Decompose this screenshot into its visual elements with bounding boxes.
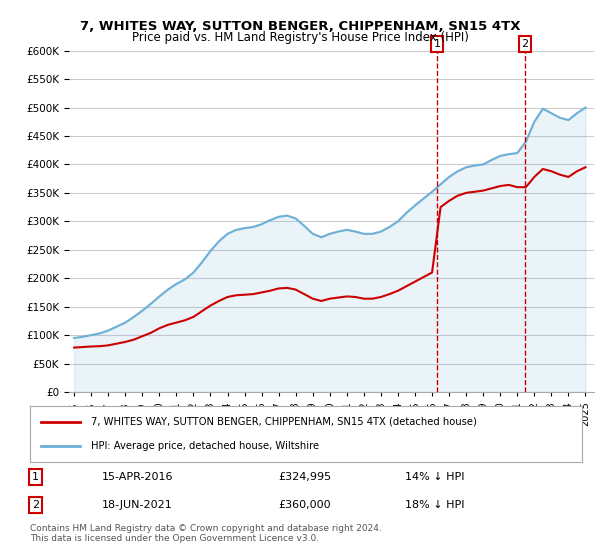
Text: 14% ↓ HPI: 14% ↓ HPI [406, 472, 465, 482]
Text: 7, WHITES WAY, SUTTON BENGER, CHIPPENHAM, SN15 4TX: 7, WHITES WAY, SUTTON BENGER, CHIPPENHAM… [80, 20, 520, 32]
Text: 1: 1 [32, 472, 39, 482]
Text: 1: 1 [434, 39, 440, 49]
Text: 18% ↓ HPI: 18% ↓ HPI [406, 500, 465, 510]
Text: Price paid vs. HM Land Registry's House Price Index (HPI): Price paid vs. HM Land Registry's House … [131, 31, 469, 44]
Text: £360,000: £360,000 [278, 500, 331, 510]
Text: 7, WHITES WAY, SUTTON BENGER, CHIPPENHAM, SN15 4TX (detached house): 7, WHITES WAY, SUTTON BENGER, CHIPPENHAM… [91, 417, 476, 427]
Text: HPI: Average price, detached house, Wiltshire: HPI: Average price, detached house, Wilt… [91, 441, 319, 451]
Text: £324,995: £324,995 [278, 472, 332, 482]
Text: 15-APR-2016: 15-APR-2016 [102, 472, 173, 482]
Text: 2: 2 [521, 39, 529, 49]
Text: 2: 2 [32, 500, 39, 510]
Text: 18-JUN-2021: 18-JUN-2021 [102, 500, 173, 510]
Text: Contains HM Land Registry data © Crown copyright and database right 2024.
This d: Contains HM Land Registry data © Crown c… [30, 524, 382, 543]
